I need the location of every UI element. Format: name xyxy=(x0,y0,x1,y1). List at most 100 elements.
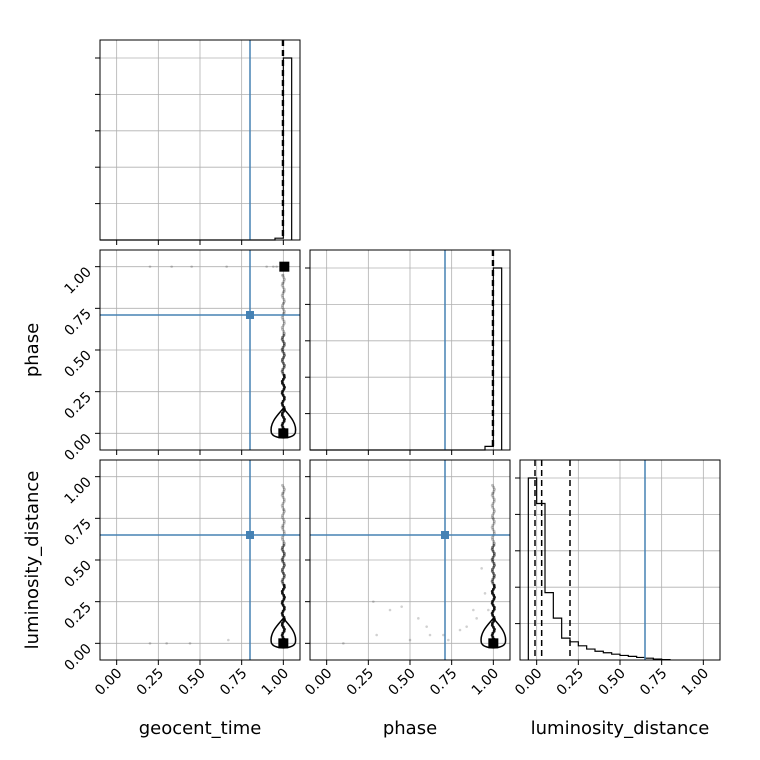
sample-point xyxy=(148,642,152,645)
density-core xyxy=(279,261,290,272)
sample-point xyxy=(281,527,285,531)
sample-point xyxy=(493,487,496,491)
sample-point xyxy=(170,265,173,268)
x-tick-label: 0.50 xyxy=(595,666,628,699)
sample-point xyxy=(283,299,286,303)
sample-point xyxy=(490,503,494,507)
sample-point xyxy=(490,535,494,539)
sample-point xyxy=(282,279,286,283)
sample-point xyxy=(492,583,496,587)
sample-point xyxy=(492,539,496,543)
sample-point xyxy=(282,561,286,565)
x-tick-label: 0.50 xyxy=(175,666,208,699)
truth-marker xyxy=(441,531,449,539)
sample-point xyxy=(282,489,286,493)
sample-point xyxy=(492,607,496,611)
sample-point xyxy=(282,302,285,305)
xlabel-luminosity-distance: luminosity_distance xyxy=(531,718,710,739)
sample-point xyxy=(282,529,286,533)
sample-point xyxy=(400,605,403,608)
sample-point xyxy=(493,531,496,535)
sample-point xyxy=(280,503,284,507)
scatter-panel-phase-vs-geocent-time: 0.00 0.25 0.50 0.75 1.00 xyxy=(61,249,301,464)
sample-point xyxy=(280,359,284,363)
sample-point xyxy=(280,525,284,529)
sample-point xyxy=(491,527,495,531)
sample-point xyxy=(272,265,275,268)
sample-point xyxy=(283,309,286,313)
sample-point xyxy=(493,541,496,545)
sample-point xyxy=(282,539,286,543)
sample-point xyxy=(408,638,412,642)
histogram-panel-phase xyxy=(305,249,511,455)
sample-point xyxy=(491,545,494,549)
xlabel-geocent-time: geocent_time xyxy=(139,718,262,739)
sample-point xyxy=(281,495,285,499)
sample-point xyxy=(483,592,487,595)
truth-marker xyxy=(246,311,254,319)
sample-point xyxy=(280,535,284,539)
x-tick-label: 0.75 xyxy=(427,666,460,699)
sample-point xyxy=(493,519,496,523)
sample-point xyxy=(280,283,284,287)
sample-point xyxy=(458,628,462,632)
sample-point xyxy=(280,357,284,361)
sample-point xyxy=(493,509,496,513)
sample-point xyxy=(375,633,378,637)
sample-point xyxy=(491,599,494,603)
histogram-panel-geocent-time xyxy=(95,39,301,245)
sample-point xyxy=(442,633,445,637)
y-tick-label: 1.00 xyxy=(61,474,94,507)
sample-point xyxy=(283,531,286,535)
sample-point xyxy=(265,265,268,268)
sample-point xyxy=(281,335,284,339)
sample-point xyxy=(283,277,286,281)
sample-point xyxy=(282,553,286,557)
sample-point xyxy=(492,593,496,597)
sample-point xyxy=(282,497,286,501)
sample-point xyxy=(490,567,494,571)
sample-point xyxy=(280,411,284,415)
sample-point xyxy=(281,505,285,509)
scatter-panel-luminosity-distance-vs-geocent-time: 0.00 0.25 0.50 0.75 1.000.000.250.500.751.00 xyxy=(61,459,301,699)
sample-point xyxy=(282,351,286,355)
sample-point xyxy=(281,545,284,549)
sample-point xyxy=(342,642,345,645)
sample-point xyxy=(282,543,286,547)
sample-point xyxy=(281,501,285,505)
sample-point xyxy=(282,383,286,387)
sample-point xyxy=(282,307,285,311)
sample-point xyxy=(491,495,495,499)
sample-point xyxy=(283,509,286,513)
density-core xyxy=(278,428,289,439)
sample-point xyxy=(417,617,420,620)
sample-point xyxy=(281,555,285,559)
sample-point xyxy=(490,569,494,573)
sample-point xyxy=(282,492,285,495)
sample-point xyxy=(492,507,496,511)
sample-point xyxy=(283,321,286,325)
sample-point xyxy=(425,625,428,628)
sample-point xyxy=(492,511,496,515)
sample-point xyxy=(491,501,495,505)
sample-point xyxy=(491,537,494,541)
sample-point xyxy=(491,609,495,613)
sample-point xyxy=(281,323,285,327)
sample-point xyxy=(165,642,168,645)
sample-point xyxy=(490,515,494,519)
sample-point xyxy=(280,305,284,309)
sample-point xyxy=(280,513,284,517)
x-tick-label: 0.75 xyxy=(637,666,670,699)
sample-point xyxy=(280,325,284,329)
sample-point xyxy=(491,505,495,509)
sample-point xyxy=(282,485,286,489)
sample-point xyxy=(282,511,286,515)
sample-point xyxy=(282,273,285,277)
sample-point xyxy=(490,493,494,497)
sample-point xyxy=(491,577,495,581)
sample-point xyxy=(282,525,285,528)
y-tick-label: 0.75 xyxy=(61,516,94,549)
sample-point xyxy=(282,607,286,611)
y-tick-label: 0.25 xyxy=(61,389,94,422)
sample-point xyxy=(490,621,494,625)
